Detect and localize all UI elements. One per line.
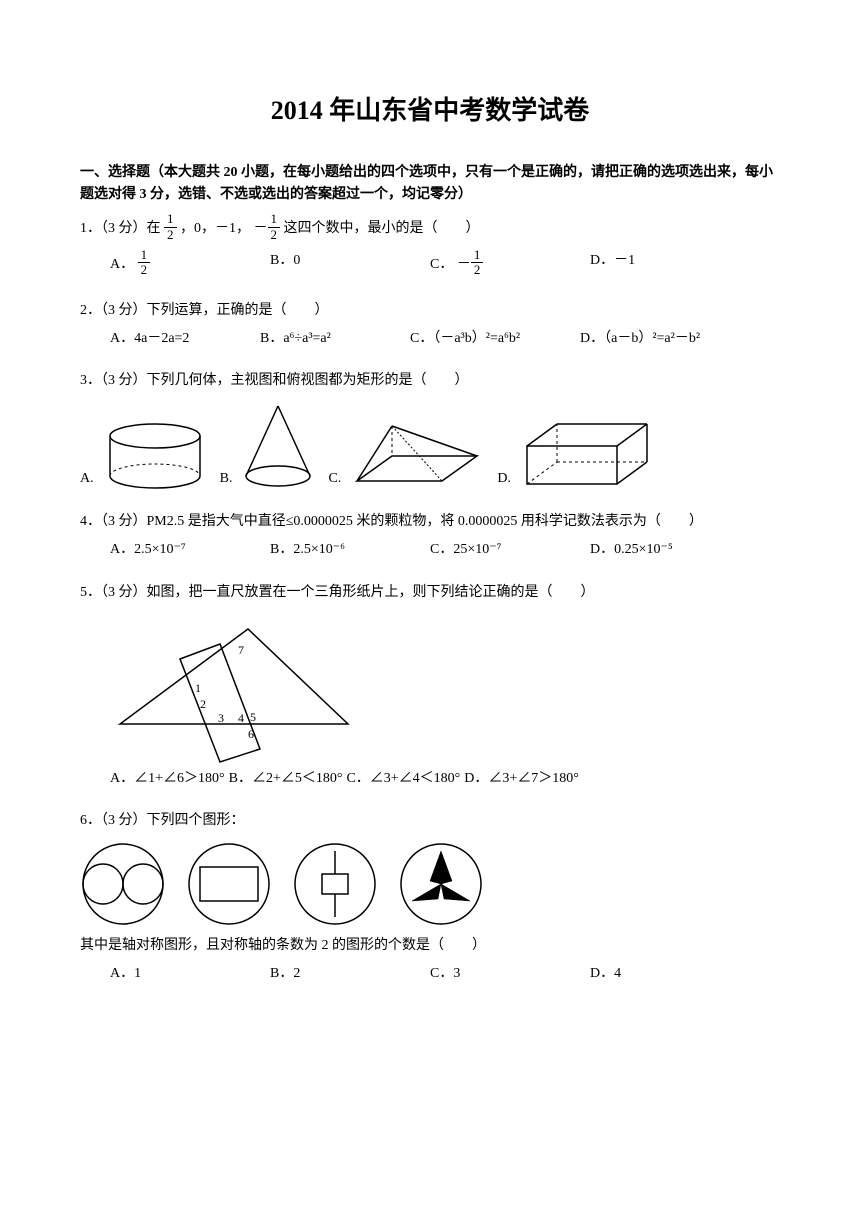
q1-optC-neg: － [457, 257, 471, 272]
q3-shapeA: A. [80, 421, 210, 491]
page-title: 2014 年山东省中考数学试卷 [80, 90, 780, 132]
question-2: 2．（3 分）下列运算，正确的是（ ） A．4a－2a=2 B．a⁶÷a³=a²… [80, 300, 780, 351]
sym-flag-icon [292, 841, 378, 927]
sym-circles-icon [80, 841, 166, 927]
q4-options: A．2.5×10⁻⁷ B．2.5×10⁻⁶ C．25×10⁻⁷ D．0.25×1… [80, 539, 780, 561]
question-4: 4．（3 分）PM2.5 是指大气中直径≤0.0000025 米的颗粒物，将 0… [80, 511, 780, 562]
q4-optA: A．2.5×10⁻⁷ [110, 539, 260, 561]
q5-options: A．∠1+∠6＞180° B．∠2+∠5＜180° C．∠3+∠4＜180° D… [80, 768, 780, 790]
q5-text: 5．（3 分）如图，把一直尺放置在一个三角形纸片上，则下列结论正确的是（ ） [80, 582, 780, 604]
q2-optC: C．（－a³b）²=a⁶b² [410, 328, 570, 350]
q6-text2: 其中是轴对称图形，且对称轴的条数为 2 的图形的个数是（ ） [80, 935, 780, 957]
q3-shapeD: D. [497, 416, 657, 491]
q1-optC-frac: 12 [471, 248, 484, 278]
q1-optD: D．－1 [590, 250, 740, 280]
q1-optC: C． －12 [430, 250, 580, 280]
angle-5: 5 [250, 710, 256, 724]
ruler-triangle-diagram: 1 2 3 4 5 6 7 [100, 614, 360, 764]
q1-optA: A． 12 [110, 250, 260, 280]
q4-optB: B．2.5×10⁻⁶ [270, 539, 420, 561]
q3-labelA: A. [80, 468, 94, 490]
q5-optC: C．∠3+∠4＜180° [346, 768, 460, 790]
sym-tri-icon [398, 841, 484, 927]
q1-mid1: ，0，－1， [180, 221, 250, 236]
angle-1: 1 [195, 681, 201, 695]
angle-2: 2 [200, 697, 206, 711]
section-header: 一、选择题（本大题共 20 小题，在每小题给出的四个选项中，只有一个是正确的，请… [80, 162, 780, 207]
q1-prefix: 1．（3 分）在 [80, 221, 161, 236]
question-3: 3．（3 分）下列几何体，主视图和俯视图都为矩形的是（ ） A. B. C. [80, 370, 780, 490]
question-6: 6．（3 分）下列四个图形： 其中是轴对称图形，且对称轴的条数为 2 的图形的个… [80, 810, 780, 985]
q1-optA-frac: 12 [138, 248, 151, 278]
angle-4: 4 [238, 711, 244, 725]
question-1: 1．（3 分）在 12 ，0，－1， －12 这四个数中，最小的是（ ） A． … [80, 214, 780, 279]
q1-neg1: － [254, 221, 268, 236]
q2-optD: D．（a－b）²=a²－b² [580, 328, 730, 350]
q2-options: A．4a－2a=2 B．a⁶÷a³=a² C．（－a³b）²=a⁶b² D．（a… [80, 328, 780, 350]
angle-7: 7 [238, 643, 244, 657]
q3-shapeC: C. [328, 416, 487, 491]
angle-3: 3 [218, 711, 224, 725]
q3-shapes: A. B. C. [80, 401, 780, 491]
q6-optB: B．2 [270, 963, 420, 985]
q1-optA-label: A． [110, 257, 134, 272]
cylinder-icon [100, 421, 210, 491]
q6-options: A．1 B．2 C．3 D．4 [80, 963, 780, 985]
prism-icon [347, 416, 487, 491]
q1-options: A． 12 B．0 C． －12 D．－1 [80, 250, 780, 280]
q3-shapeB: B. [220, 401, 319, 491]
q6-optC: C．3 [430, 963, 580, 985]
q1-text: 1．（3 分）在 12 ，0，－1， －12 这四个数中，最小的是（ ） [80, 214, 780, 244]
q3-text: 3．（3 分）下列几何体，主视图和俯视图都为矩形的是（ ） [80, 370, 780, 392]
q1-mid2: 这四个数中，最小的是（ ） [284, 221, 480, 236]
q5-optD: D．∠3+∠7＞180° [464, 768, 579, 790]
q2-optA: A．4a－2a=2 [110, 328, 250, 350]
q2-text: 2．（3 分）下列运算，正确的是（ ） [80, 300, 780, 322]
question-5: 5．（3 分）如图，把一直尺放置在一个三角形纸片上，则下列结论正确的是（ ） 1… [80, 582, 780, 791]
q5-optA: A．∠1+∠6＞180° [110, 768, 225, 790]
q5-optB: B．∠2+∠5＜180° [229, 768, 343, 790]
q2-optB: B．a⁶÷a³=a² [260, 328, 400, 350]
q1-optC-label: C． [430, 257, 453, 272]
q1-frac1: 12 [164, 212, 177, 242]
q6-optA: A．1 [110, 963, 260, 985]
q4-text: 4．（3 分）PM2.5 是指大气中直径≤0.0000025 米的颗粒物，将 0… [80, 511, 780, 533]
q6-text: 6．（3 分）下列四个图形： [80, 810, 780, 832]
q1-optB: B．0 [270, 250, 420, 280]
q4-optD: D．0.25×10⁻⁵ [590, 539, 740, 561]
q3-labelD: D. [497, 468, 511, 490]
q1-frac2: 12 [268, 212, 281, 242]
angle-6: 6 [248, 727, 254, 741]
cuboid-icon [517, 416, 657, 491]
q3-labelB: B. [220, 468, 233, 490]
q6-optD: D．4 [590, 963, 740, 985]
q4-optC: C．25×10⁻⁷ [430, 539, 580, 561]
q3-labelC: C. [328, 468, 341, 490]
q6-shapes [80, 841, 780, 927]
sym-rect-icon [186, 841, 272, 927]
cone-icon [238, 401, 318, 491]
